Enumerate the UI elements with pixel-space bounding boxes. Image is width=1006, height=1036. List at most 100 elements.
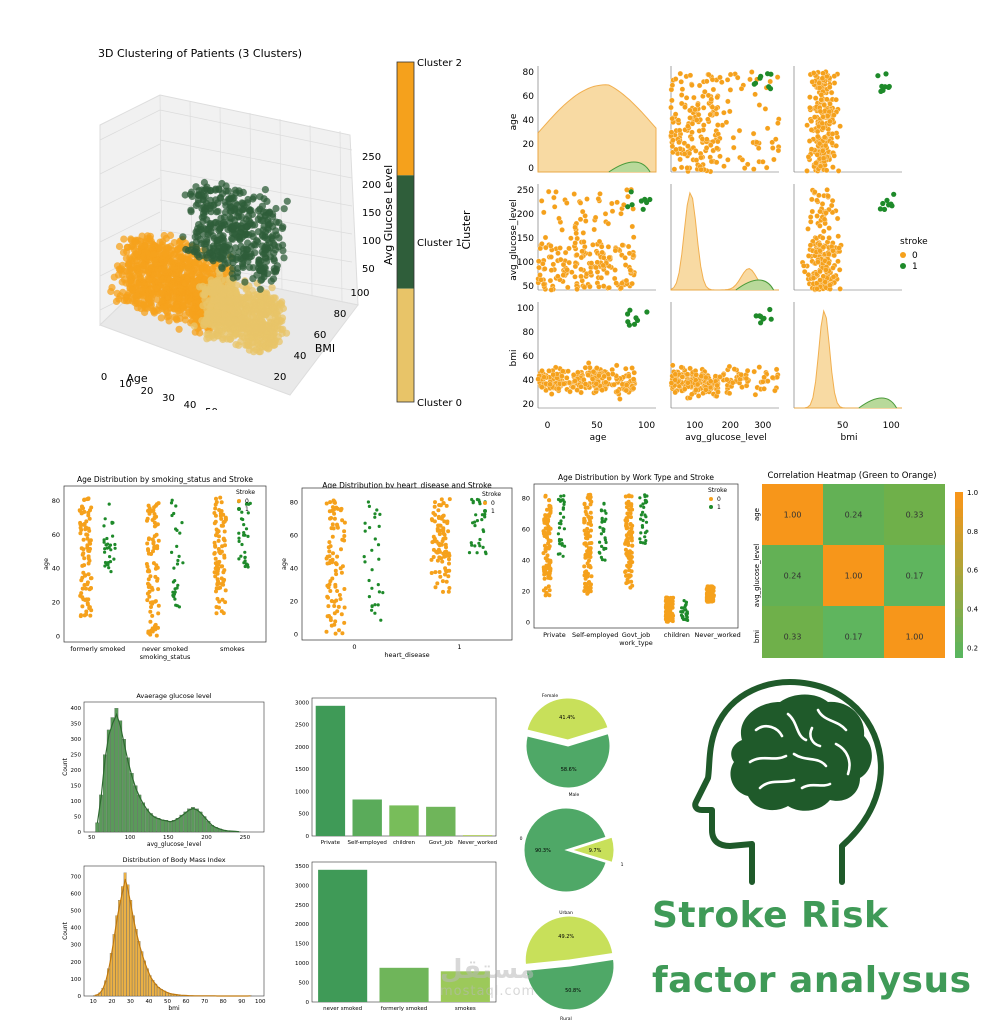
pair-point bbox=[603, 380, 608, 385]
hist-bar bbox=[130, 773, 134, 832]
strip-point bbox=[217, 582, 221, 586]
pair-point-stroke bbox=[625, 311, 630, 316]
y-tick-label: 20 bbox=[274, 372, 287, 383]
strip-x-tick: children bbox=[664, 631, 690, 639]
strip-point bbox=[218, 496, 222, 500]
pair-point bbox=[708, 379, 713, 384]
strip-x-tick: smokes bbox=[220, 645, 245, 653]
strip-point bbox=[331, 535, 335, 539]
strip-point bbox=[373, 512, 376, 515]
pair-point bbox=[607, 285, 612, 290]
pair-point bbox=[673, 390, 678, 395]
strip-point bbox=[213, 551, 217, 555]
heatmap-colorbar-segment bbox=[955, 609, 963, 618]
hist-bar bbox=[157, 818, 161, 832]
bmi-histogram-svg: Distribution of Body Mass Index010020030… bbox=[58, 854, 268, 1014]
strip-x-tick: never smoked bbox=[142, 645, 188, 653]
strip-point bbox=[664, 606, 668, 610]
strip-point bbox=[624, 548, 628, 552]
bar-x-tick: never smoked bbox=[323, 1006, 362, 1012]
pair-point bbox=[830, 198, 835, 203]
pair-point bbox=[679, 79, 684, 84]
pair-point bbox=[751, 167, 756, 172]
pair-point bbox=[728, 72, 733, 77]
strip-point bbox=[587, 495, 591, 499]
strip-point bbox=[628, 523, 632, 527]
strip-point bbox=[590, 574, 594, 578]
pair-point bbox=[717, 374, 722, 379]
pair-point bbox=[668, 105, 673, 110]
pie-value-label: 49.2% bbox=[558, 934, 574, 940]
pair-point bbox=[590, 376, 595, 381]
strip-point bbox=[437, 548, 441, 552]
strip-point bbox=[326, 562, 330, 566]
colorbar-tick-label: Cluster 2 bbox=[417, 58, 462, 69]
pair-point bbox=[539, 198, 544, 203]
bar bbox=[389, 805, 418, 836]
y-tick-label: 40 bbox=[294, 351, 307, 362]
strip-point bbox=[558, 526, 561, 529]
pair-x-tick: 300 bbox=[754, 421, 771, 431]
cluster-point bbox=[250, 194, 257, 201]
pair-point-stroke bbox=[641, 207, 646, 212]
pair-point bbox=[685, 372, 690, 377]
pair-point bbox=[561, 262, 566, 267]
cluster-point bbox=[274, 262, 281, 269]
strip-point bbox=[445, 504, 449, 508]
cluster-point bbox=[259, 268, 266, 275]
strip-point bbox=[153, 512, 157, 516]
cluster-point bbox=[244, 258, 251, 265]
strip-point bbox=[667, 597, 671, 601]
pie-value-label: 50.8% bbox=[565, 988, 581, 994]
strip-point bbox=[327, 540, 331, 544]
strip-point bbox=[600, 556, 603, 559]
cluster-point bbox=[230, 274, 237, 281]
strip-point bbox=[218, 551, 222, 555]
strip-point bbox=[377, 583, 380, 586]
hist-y-tick: 50 bbox=[74, 815, 81, 821]
strip-point bbox=[337, 628, 341, 632]
cluster-point bbox=[274, 325, 281, 332]
strip-point bbox=[114, 547, 117, 550]
cluster-point bbox=[259, 232, 266, 239]
pair-point bbox=[594, 381, 599, 386]
cluster-point bbox=[188, 271, 195, 278]
pair-point-stroke bbox=[882, 207, 887, 212]
pair-point bbox=[827, 226, 832, 231]
strip-point bbox=[84, 526, 88, 530]
strip-point bbox=[601, 517, 604, 520]
pair-point bbox=[693, 107, 698, 112]
correlation-heatmap-chart: Correlation Heatmap (Green to Orange) 1.0… bbox=[752, 462, 992, 658]
cluster-point bbox=[213, 208, 220, 215]
pair-point bbox=[584, 196, 589, 201]
pair-point bbox=[613, 267, 618, 272]
strip-point bbox=[447, 557, 451, 561]
cluster-point bbox=[231, 296, 238, 303]
cluster-point bbox=[249, 334, 256, 341]
strip-point bbox=[147, 577, 151, 581]
strip-point bbox=[148, 620, 152, 624]
strip-y-tick: 0 bbox=[294, 631, 298, 639]
cluster-point bbox=[221, 331, 228, 338]
cluster-point bbox=[239, 320, 246, 327]
hist-y-tick: 400 bbox=[71, 926, 82, 932]
strip-point bbox=[217, 606, 221, 610]
pair-point bbox=[835, 259, 840, 264]
pair-point-stroke bbox=[639, 198, 644, 203]
pair-point bbox=[590, 242, 595, 247]
pair-point bbox=[708, 112, 713, 117]
pair-y-tick: 60 bbox=[523, 352, 535, 362]
cluster-point bbox=[281, 205, 288, 212]
pair-point bbox=[551, 262, 556, 267]
cluster-point bbox=[245, 231, 252, 238]
pair-x-tick: 100 bbox=[686, 421, 703, 431]
pair-point bbox=[695, 382, 700, 387]
pair-point bbox=[704, 79, 709, 84]
strip-point bbox=[630, 508, 634, 512]
hist-bar bbox=[195, 809, 199, 832]
pair-point bbox=[689, 83, 694, 88]
pair-point bbox=[724, 377, 729, 382]
strip-point bbox=[561, 498, 564, 501]
strip-point bbox=[105, 537, 108, 540]
pair-point bbox=[807, 138, 812, 143]
